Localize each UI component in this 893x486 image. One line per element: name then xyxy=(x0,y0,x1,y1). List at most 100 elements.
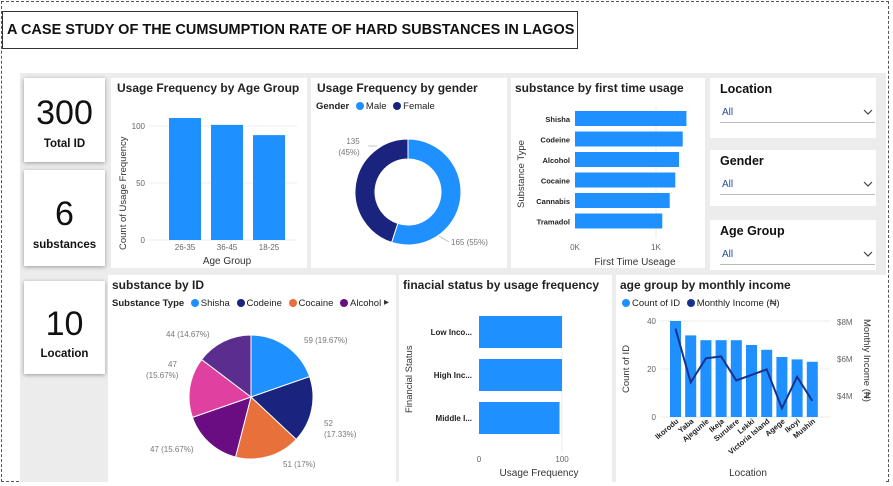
legend-title: Substance Type xyxy=(112,298,185,309)
data-label-female: 135 xyxy=(346,137,360,146)
x-axis-label: First Time Useage xyxy=(594,257,676,268)
income-legend: Count of ID Monthly Income (₦) xyxy=(618,298,780,309)
age-group-bar-chart: Count of Usage Frequency Age Group 0 50 … xyxy=(118,118,297,267)
x-tick-label: 36-45 xyxy=(217,243,238,252)
y2-tick-label: $8M xyxy=(837,318,853,327)
location-dropdown[interactable]: All xyxy=(720,104,875,123)
y-tick-label: High Inc... xyxy=(434,371,472,380)
y-tick-label: 0 xyxy=(652,413,657,422)
legend-item: Cocaine xyxy=(298,298,334,309)
substance-pie-chart: 59 (19.67%) 52 (17.33%) 51 (17%) 47 (15.… xyxy=(146,330,357,469)
data-label: 59 (19.67%) xyxy=(304,336,348,345)
bar-alcohol xyxy=(575,152,679,167)
legend-next-arrow[interactable]: ▸ xyxy=(384,297,390,308)
slicer-title: Gender xyxy=(720,154,764,168)
y-tick-label: Shisha xyxy=(545,115,570,124)
chart-title: Usage Frequency by gender xyxy=(317,81,478,95)
gender-donut-chart: 135 (45%) 165 (55%) xyxy=(338,137,488,247)
legend-item: Shisha xyxy=(200,298,230,309)
bar-codeine xyxy=(575,131,683,147)
slicer-title: Location xyxy=(720,82,773,96)
income-combo-chart: Count of ID Monthly Income (₦) Location … xyxy=(621,317,872,479)
pie-slice-other-4 xyxy=(188,358,253,419)
y-tick-label: Middle I... xyxy=(436,414,472,423)
y2-axis-label: Monthly Income (₦) xyxy=(861,319,872,402)
data-label: 47 (15.67%) xyxy=(150,445,194,454)
kpi-card-substances[interactable]: 6 substances xyxy=(24,170,105,266)
data-label: 52 xyxy=(324,419,333,428)
chevron-down-icon xyxy=(863,181,873,187)
bar-mushin xyxy=(806,361,818,417)
y-tick-label: Alcohol xyxy=(543,156,571,165)
y-tick-label: Low Inco... xyxy=(431,328,472,337)
male-legend-dot xyxy=(355,102,364,110)
gender-legend: Gender Male Female xyxy=(316,101,435,112)
leader-line xyxy=(438,235,450,243)
gender-chart-panel[interactable]: Usage Frequency by gender Gender Male Fe… xyxy=(311,78,507,268)
pie-slice-other-5 xyxy=(200,334,252,399)
kpi-value: 300 xyxy=(36,94,93,132)
financial-status-chart-panel[interactable]: finacial status by usage frequency Finan… xyxy=(399,275,612,482)
age-group-dropdown[interactable]: All xyxy=(720,246,875,265)
age-group-chart-panel[interactable]: Usage Frequency by Age Group Count of Us… xyxy=(111,78,307,268)
donut-slice-male xyxy=(390,138,462,246)
kpi-label: Total ID xyxy=(43,138,86,150)
x-tick-label: 0K xyxy=(570,243,580,252)
first-usage-chart-panel[interactable]: substance by first time usage Substance … xyxy=(511,78,705,268)
data-label-male: 165 (55%) xyxy=(451,238,488,247)
gender-slicer: Gender All xyxy=(710,150,876,206)
chart-title: substance by ID xyxy=(112,278,205,292)
bar-ikoyi xyxy=(791,359,803,417)
y-tick-label: 50 xyxy=(136,179,145,188)
female-legend-dot xyxy=(393,102,402,110)
y2-tick-label: $6M xyxy=(837,355,853,364)
chevron-down-icon xyxy=(863,109,873,115)
bar-cocaine xyxy=(575,172,676,188)
pie-slice-alcohol xyxy=(191,396,252,458)
x-axis-label: Location xyxy=(729,468,767,479)
y-tick-label: 0 xyxy=(141,236,146,245)
kpi-card-location[interactable]: 10 Location xyxy=(24,281,105,374)
pie-slice-codeine xyxy=(250,375,314,441)
bar-2 xyxy=(479,402,560,434)
data-label: 47 xyxy=(168,360,177,369)
legend-item: Monthly Income (₦) xyxy=(696,298,780,309)
bar-agege xyxy=(776,357,788,417)
bar-0 xyxy=(479,316,562,348)
financial-status-bar-chart: Financial Status Usage Frequency 0 100 L… xyxy=(404,311,578,479)
bar-ajegunle xyxy=(700,340,712,417)
dashboard-title: A CASE STUDY OF THE CUMSUMPTION RATE OF … xyxy=(2,11,578,49)
kpi-value: 6 xyxy=(55,195,74,233)
legend-title: Gender xyxy=(316,101,350,112)
y-axis-label: Financial Status xyxy=(404,345,415,413)
x-tick-label: 26-35 xyxy=(175,243,196,252)
y-tick-label: 40 xyxy=(647,317,656,326)
codeine-legend-dot xyxy=(236,299,245,307)
bar-cannabis xyxy=(575,193,670,208)
y-axis-label: Substance Type xyxy=(516,140,527,208)
donut-slice-female xyxy=(354,138,409,244)
legend-item: Alcohol xyxy=(350,298,382,309)
income-combo-chart-panel[interactable]: age group by monthly income Count of ID … xyxy=(616,275,886,482)
alcohol-legend-dot xyxy=(340,299,349,307)
data-label: (15.67%) xyxy=(146,371,179,380)
chart-title: age group by monthly income xyxy=(620,278,791,292)
data-label: 44 (14.67%) xyxy=(166,330,210,339)
y-tick-label: Cocaine xyxy=(541,177,570,186)
location-slicer: Location All xyxy=(710,78,876,138)
x-tick-label: 0 xyxy=(477,455,482,464)
dropdown-value: All xyxy=(722,107,734,118)
chart-title: substance by first time usage xyxy=(515,81,684,95)
y-axis-label: Count of Usage Frequency xyxy=(118,136,129,250)
slicer-title: Age Group xyxy=(720,224,785,238)
bar-36-45 xyxy=(211,124,243,240)
count-legend-dot xyxy=(622,299,630,307)
x-tick-label: 100 xyxy=(555,455,569,464)
kpi-card-total-id[interactable]: 300 Total ID xyxy=(24,78,105,162)
substance-pie-chart-panel[interactable]: substance by ID Substance Type Shisha Co… xyxy=(108,275,396,482)
kpi-label: Location xyxy=(40,348,89,360)
gender-dropdown[interactable]: All xyxy=(720,176,875,195)
dropdown-value: All xyxy=(722,179,734,190)
bar-surulere xyxy=(730,340,742,417)
dropdown-value: All xyxy=(722,249,734,260)
